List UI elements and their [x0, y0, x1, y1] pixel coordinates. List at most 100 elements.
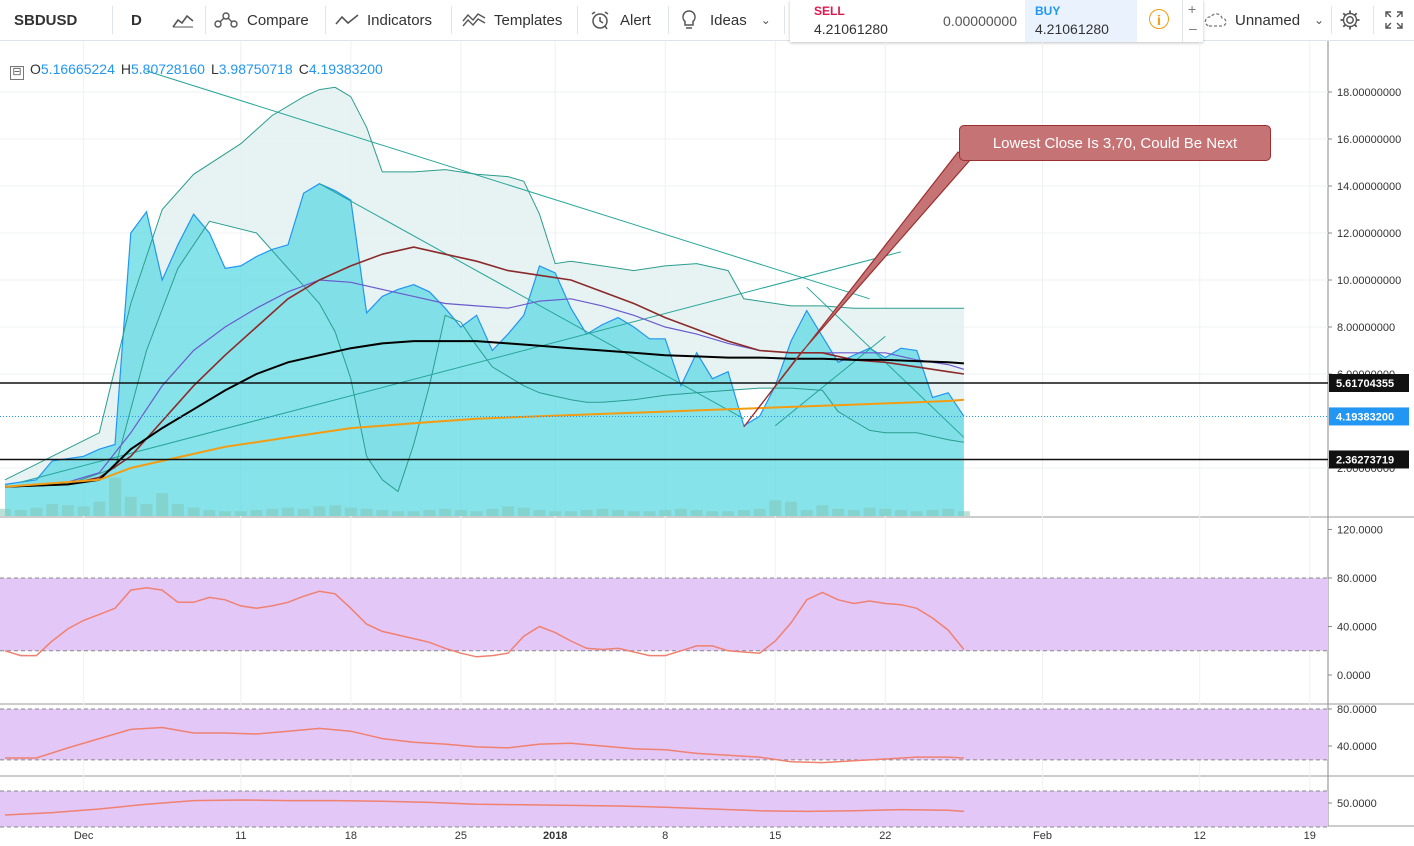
volume-bar [957, 511, 970, 516]
y-tick-label: 120.0000 [1337, 525, 1383, 537]
templates-button[interactable]: Templates [462, 0, 562, 40]
volume-bar [470, 511, 483, 516]
volume-bar [234, 511, 247, 516]
volume-bar [816, 505, 829, 516]
chart-area[interactable]: 18.00000000 16.00000000 14.00000000 12.0000… [0, 41, 1414, 846]
volume-bar [502, 506, 515, 516]
info-icon[interactable]: i [1147, 0, 1173, 42]
volume-bar [360, 508, 373, 516]
interval-label: D [131, 11, 142, 29]
price-label: 2.36273719 [1336, 454, 1394, 466]
volume-bar [219, 511, 232, 516]
volume-bar [61, 505, 74, 516]
compare-button[interactable]: Compare [213, 0, 309, 40]
main-pane [0, 70, 970, 516]
volume-bar [30, 507, 43, 516]
ideas-button[interactable]: Ideas ⌄ [680, 0, 771, 40]
sell-button[interactable]: SELL 4.21061280 [790, 0, 910, 42]
y-tick-label: 0.0000 [1337, 670, 1371, 682]
volume-bar [785, 501, 797, 516]
volume-bar [847, 510, 860, 516]
volume-bar [140, 504, 153, 516]
volume-bar [344, 507, 357, 516]
collapse-legend-icon[interactable]: ⊟ [10, 66, 24, 80]
volume-bar [281, 507, 294, 516]
open-label: O [30, 61, 41, 77]
symbol-search[interactable]: SBDUSD [14, 0, 77, 40]
toolbar-divider [112, 6, 113, 34]
sell-price: 4.21061280 [814, 21, 888, 37]
volume-bar [376, 510, 389, 516]
trade-panel: SELL 4.21061280 0.00000000 BUY 4.2106128… [790, 0, 1203, 42]
alert-button[interactable]: Alert [589, 0, 651, 40]
price-label-background [1329, 407, 1409, 426]
trend-line [319, 183, 745, 420]
y-tick-label: 16.00000000 [1337, 134, 1401, 146]
y-tick-label: 12.00000000 [1337, 228, 1401, 240]
y-tick-label: 14.00000000 [1337, 181, 1401, 193]
chevron-down-icon: ⌄ [1314, 13, 1325, 27]
minus-icon[interactable]: – [1189, 20, 1197, 36]
x-tick-label: 15 [769, 830, 781, 842]
annotation-callout[interactable]: Lowest Close Is 3,70, Could Be Next [959, 125, 1271, 161]
moving-average-line-ema_mid [4, 246, 965, 488]
trend-line [20, 251, 902, 483]
x-tick-label: 11 [235, 830, 246, 842]
volume-bar [690, 510, 703, 516]
volume-bar [832, 508, 845, 516]
volume-bar [627, 511, 640, 516]
open-value: 5.16665224 [40, 61, 115, 77]
interval-button[interactable]: D [131, 0, 142, 40]
toolbar-divider [668, 6, 669, 34]
compare-label: Compare [247, 11, 309, 29]
close-value: 4.19383200 [308, 61, 383, 77]
settings-button[interactable] [1339, 0, 1361, 40]
y-tick-label: 80.0000 [1337, 704, 1377, 716]
fullscreen-button[interactable] [1384, 0, 1404, 40]
close-label: C [298, 61, 309, 77]
price-label-background [1329, 450, 1409, 469]
y-tick-label: 80.0000 [1337, 573, 1377, 585]
volume-bar [910, 511, 923, 516]
layout-name: Unnamed [1235, 11, 1301, 29]
volume-bar [187, 507, 200, 516]
volume-bar [439, 508, 452, 516]
fullscreen-icon [1385, 11, 1403, 29]
bollinger-lower-line [4, 220, 964, 493]
oscillator-1-line [4, 586, 965, 658]
y-tick-label: 40.0000 [1337, 622, 1377, 634]
oscillator-2-line [5, 726, 964, 764]
cloud-icon [1204, 13, 1227, 27]
volume-bar [156, 493, 169, 516]
volume-bar [580, 510, 593, 516]
volume-bar [93, 501, 106, 516]
volume-bar [549, 511, 562, 516]
volume-bar [313, 506, 326, 516]
quantity-stepper[interactable]: + – [1182, 0, 1204, 42]
layout-menu[interactable]: Unnamed ⌄ [1203, 0, 1324, 40]
volume-bar [879, 508, 892, 516]
volume-bar [392, 511, 404, 516]
bollinger-upper-line [4, 86, 964, 481]
x-tick-label: 22 [879, 830, 891, 842]
chart-style-button[interactable] [172, 0, 194, 40]
templates-icon [462, 13, 486, 27]
ohlc-legend: ⊟ O5.16665224 H5.80728160 L3.98750718 C4.193… [10, 61, 389, 80]
volume-bar [250, 510, 263, 516]
indicators-button[interactable]: Indicators [335, 0, 432, 40]
volume-bar [297, 508, 310, 516]
symbol-label: SBDUSD [14, 11, 78, 29]
templates-label: Templates [494, 11, 563, 29]
bar-style-icon [172, 14, 194, 28]
y-tick-label: 40.0000 [1337, 741, 1377, 753]
volume-bar [266, 508, 279, 516]
toolbar-divider [451, 6, 452, 34]
plus-icon[interactable]: + [1188, 1, 1197, 17]
moving-average-line-ema_long [4, 340, 964, 488]
volume-bar [564, 511, 577, 516]
volume-bar [942, 508, 955, 516]
y-tick-label: 10.00000000 [1337, 275, 1401, 287]
buy-button[interactable]: BUY 4.21061280 [1025, 0, 1137, 42]
x-tick-label: 12 [1194, 830, 1206, 842]
lightbulb-icon [682, 10, 696, 29]
